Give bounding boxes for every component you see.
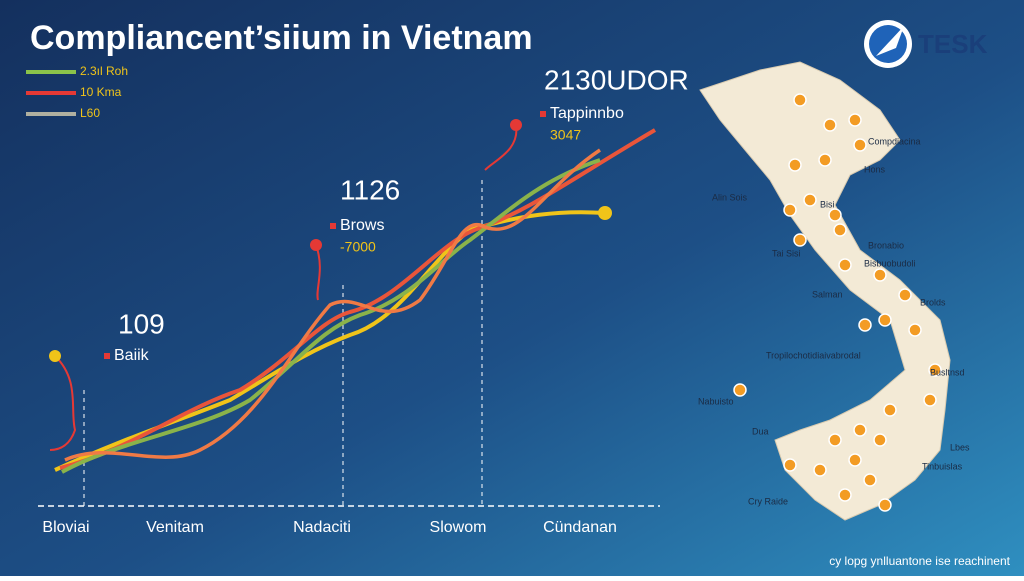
legend-label: 10 Kma [80,85,122,99]
map-labels: Compdiacina Hons Alin Sois Bisi Bronabio Tai … [698,136,970,506]
marker [510,119,522,131]
annotation-value: 109 [118,308,165,339]
map-marker [823,118,837,132]
map-marker [828,208,842,222]
map-marker [733,383,747,397]
map-marker [873,433,887,447]
annotation-value: 1126 [340,174,400,205]
x-label: Bloviai [42,519,89,536]
pointer-line [49,355,77,451]
annotation-sub: -7000 [340,239,376,255]
trend-line [61,158,601,474]
map-marker [898,288,912,302]
map-label: Tinbuislas [922,461,963,471]
legend-label: 2.3ıl Roh [80,64,128,78]
map-label: Bisi [820,199,835,209]
logo-feather [876,26,904,56]
map-markers [733,93,942,512]
map-marker [853,423,867,437]
map-marker [883,403,897,417]
marker [49,350,61,362]
annotation-bullet [330,223,336,229]
map-label: Brolds [920,297,946,307]
annotation-label: Tappinnbo [550,105,624,122]
map-label: Dua [752,426,769,436]
map-label: Busltnsd [930,367,965,377]
pointer-line [315,244,321,301]
map-label: Cry Raide [748,496,788,506]
map-marker [793,233,807,247]
map-marker [928,363,942,377]
map-label: Lbes [950,442,970,452]
map-marker [838,488,852,502]
annotation-bullet [104,353,110,359]
map-marker [848,113,862,127]
map-marker [793,93,807,107]
map-marker [858,318,872,332]
map-label: Tropilochotidiaivabrodal [766,350,861,360]
map-marker [783,203,797,217]
map-marker [853,138,867,152]
map-label: Alin Sois [712,192,748,202]
x-label: Venitam [146,519,204,536]
map-marker [838,258,852,272]
x-label: Nadaciti [293,519,351,536]
annotation-value: 2130UDOR [544,64,689,95]
x-label: Cündanan [543,519,617,536]
marker [598,206,612,220]
map-marker [833,223,847,237]
map-marker [848,453,862,467]
annotation-label: Baiik [114,347,150,364]
map-label: Tai Sisi [772,248,801,258]
trend-line [64,148,601,462]
map-marker [878,498,892,512]
map-marker [828,433,842,447]
map-label: Bronabio [868,240,904,250]
map-marker [783,458,797,472]
map-marker [863,473,877,487]
map-marker [818,153,832,167]
annotation-label: Brows [340,217,384,234]
map-marker [873,268,887,282]
pointer-line [484,124,518,171]
map-label: Bisbuobudoli [864,258,916,268]
trend-line [59,128,657,470]
x-label: Slowom [430,519,487,536]
annotation-sub: 3047 [550,127,581,143]
map-marker [878,313,892,327]
map-marker [908,323,922,337]
title: Compliancent’siium in Vietnam [30,19,533,57]
map-label: Nabuisto [698,396,734,406]
map-marker [788,158,802,172]
footer: cy lopg ynlluantone ise reachinent [829,554,1010,568]
annotation-bullet [540,111,546,117]
map-label: Salman [812,289,843,299]
legend-label: L60 [80,106,100,120]
map-marker [813,463,827,477]
marker [310,239,322,251]
map-marker [803,193,817,207]
logo-text: TESK [918,29,988,59]
map-label: Compdiacina [868,136,921,146]
map-label: Hons [864,164,886,174]
map-marker [923,393,937,407]
